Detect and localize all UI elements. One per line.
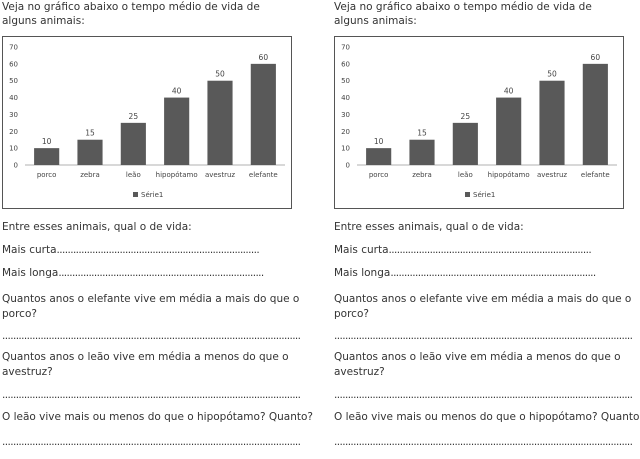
question-short-life: Mais curta..............................… bbox=[334, 243, 592, 258]
data-label: 40 bbox=[504, 87, 514, 96]
y-tick-label: 60 bbox=[9, 60, 18, 68]
chart-svg: 0 10 20 30 40 50 60 70 10 porco 15 zebra 25 leão 40 hip… bbox=[9, 44, 285, 199]
x-tick-label: zebra bbox=[412, 171, 432, 179]
answer-line-1[interactable]: ........................................… bbox=[2, 330, 300, 342]
bar-chart: 0 10 20 30 40 50 60 70 10 porco 15 zebra 25 leão 40 hip… bbox=[2, 36, 292, 209]
long-life-answer[interactable]: ........................................… bbox=[390, 267, 596, 279]
data-label: 10 bbox=[42, 137, 52, 146]
x-tick-label: zebra bbox=[80, 171, 100, 179]
y-tick-label: 50 bbox=[341, 77, 350, 85]
x-tick-label: elefante bbox=[249, 171, 278, 179]
x-tick-label: hipopótamo bbox=[156, 171, 198, 179]
question-long-life: Mais longa..............................… bbox=[334, 266, 596, 281]
bar-hipopótamo bbox=[496, 97, 522, 165]
answer-line-3[interactable]: ........................................… bbox=[2, 436, 300, 448]
bar-zebra bbox=[77, 139, 103, 165]
question-short-life: Mais curta..............................… bbox=[2, 243, 260, 258]
bar-hipopótamo bbox=[164, 97, 190, 165]
x-tick-label: avestruz bbox=[205, 171, 235, 179]
question-title: Entre esses animais, qual o de vida: bbox=[2, 221, 192, 233]
y-tick-label: 0 bbox=[14, 162, 18, 170]
data-label: 25 bbox=[461, 112, 471, 121]
bar-porco bbox=[366, 148, 392, 165]
long-life-label: Mais longa bbox=[2, 267, 59, 279]
intro-text: Veja no gráfico abaixo o tempo médio de … bbox=[334, 1, 592, 27]
data-label: 15 bbox=[417, 129, 427, 138]
worksheet-column-right: Veja no gráfico abaixo o tempo médio de … bbox=[334, 0, 640, 459]
y-tick-label: 70 bbox=[9, 44, 18, 52]
data-label: 50 bbox=[547, 70, 557, 79]
question-elefante-porco: Quantos anos o elefante vive em média a … bbox=[2, 293, 300, 320]
y-tick-label: 20 bbox=[341, 128, 350, 136]
x-tick-label: avestruz bbox=[537, 171, 567, 179]
bar-chart: 0 10 20 30 40 50 60 70 10 porco 15 zebra 25 leão 40 hip… bbox=[334, 36, 624, 209]
x-tick-label: leão bbox=[126, 171, 141, 179]
x-tick-label: hipopótamo bbox=[488, 171, 530, 179]
data-label: 60 bbox=[591, 53, 601, 62]
data-label: 10 bbox=[374, 137, 384, 146]
answer-line-1[interactable]: ........................................… bbox=[334, 330, 632, 342]
bar-zebra bbox=[409, 139, 435, 165]
question-leao-avestruz: Quantos anos o leão vive em média a meno… bbox=[2, 351, 289, 378]
worksheet-column-left: Veja no gráfico abaixo o tempo médio de … bbox=[2, 0, 313, 459]
y-tick-label: 0 bbox=[346, 162, 350, 170]
x-tick-label: porco bbox=[37, 171, 57, 179]
data-label: 50 bbox=[215, 70, 225, 79]
y-tick-label: 40 bbox=[9, 94, 18, 102]
data-label: 40 bbox=[172, 87, 182, 96]
question-elefante-porco: Quantos anos o elefante vive em média a … bbox=[334, 293, 632, 320]
data-label: 15 bbox=[85, 129, 95, 138]
bar-avestruz bbox=[207, 80, 233, 165]
legend-label: Série1 bbox=[473, 191, 495, 199]
bar-avestruz bbox=[539, 80, 565, 165]
short-life-answer[interactable]: ........................................… bbox=[388, 244, 592, 256]
long-life-label: Mais longa bbox=[334, 267, 391, 279]
y-tick-label: 30 bbox=[9, 111, 18, 119]
answer-line-2[interactable]: ........................................… bbox=[2, 389, 300, 401]
bar-porco bbox=[34, 148, 60, 165]
y-tick-label: 10 bbox=[9, 145, 18, 153]
legend-label: Série1 bbox=[141, 191, 163, 199]
question-leao-hipopotamo: O leão vive mais ou menos do que o hipop… bbox=[2, 411, 313, 423]
bar-elefante bbox=[250, 63, 276, 165]
y-tick-label: 60 bbox=[341, 60, 350, 68]
question-long-life: Mais longa..............................… bbox=[2, 266, 264, 281]
short-life-label: Mais curta bbox=[334, 244, 389, 256]
intro-text: Veja no gráfico abaixo o tempo médio de … bbox=[2, 1, 260, 27]
y-tick-label: 10 bbox=[341, 145, 350, 153]
question-leao-hipopotamo: O leão vive mais ou menos do que o hipop… bbox=[334, 411, 640, 423]
y-tick-label: 40 bbox=[341, 94, 350, 102]
bar-leão bbox=[452, 122, 478, 165]
long-life-answer[interactable]: ........................................… bbox=[58, 267, 264, 279]
y-tick-label: 20 bbox=[9, 128, 18, 136]
y-tick-label: 30 bbox=[341, 111, 350, 119]
data-label: 60 bbox=[259, 53, 269, 62]
legend-swatch bbox=[465, 192, 470, 197]
x-tick-label: leão bbox=[458, 171, 473, 179]
data-label: 25 bbox=[129, 112, 139, 121]
short-life-label: Mais curta bbox=[2, 244, 57, 256]
x-tick-label: porco bbox=[369, 171, 389, 179]
chart-svg: 0 10 20 30 40 50 60 70 10 porco 15 zebra 25 leão 40 hip… bbox=[341, 44, 617, 199]
bar-leão bbox=[120, 122, 146, 165]
answer-line-3[interactable]: ........................................… bbox=[334, 436, 632, 448]
question-title: Entre esses animais, qual o de vida: bbox=[334, 221, 524, 233]
answer-line-2[interactable]: ........................................… bbox=[334, 389, 632, 401]
y-tick-label: 50 bbox=[9, 77, 18, 85]
y-tick-label: 70 bbox=[341, 44, 350, 52]
short-life-answer[interactable]: ........................................… bbox=[56, 244, 260, 256]
question-leao-avestruz: Quantos anos o leão vive em média a meno… bbox=[334, 351, 621, 378]
x-tick-label: elefante bbox=[581, 171, 610, 179]
legend-swatch bbox=[133, 192, 138, 197]
bar-elefante bbox=[582, 63, 608, 165]
